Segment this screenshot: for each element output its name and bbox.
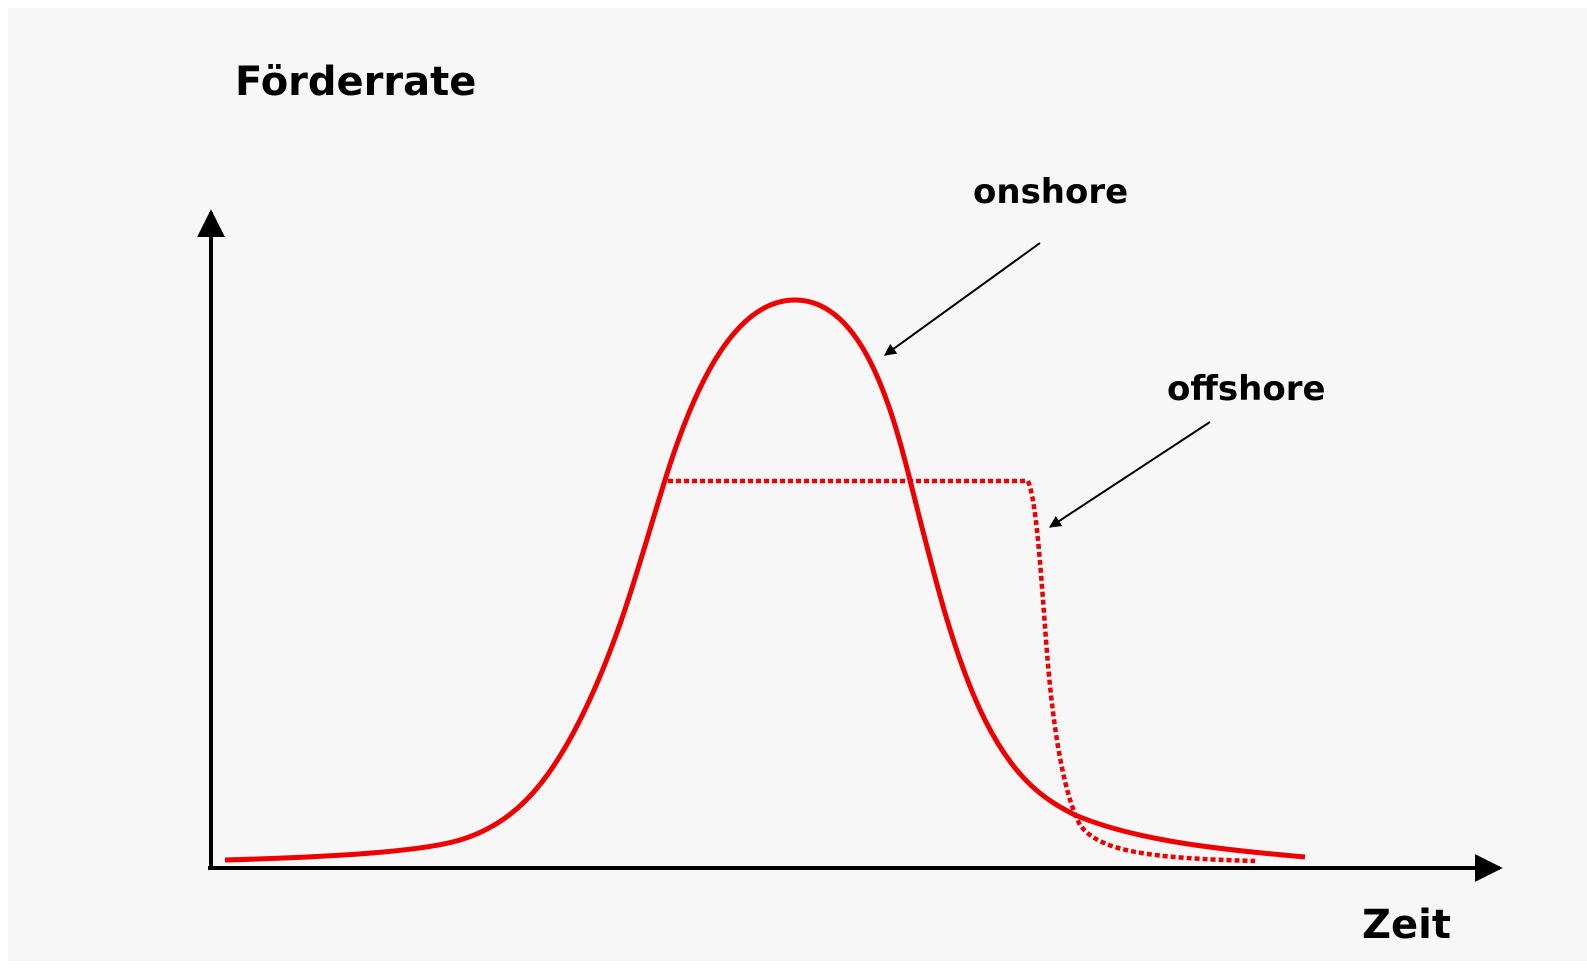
onshore-curve bbox=[224, 297, 1306, 863]
offshore-label: offshore bbox=[1167, 369, 1326, 409]
x-axis-title: Zeit bbox=[1362, 902, 1451, 948]
onshore-arrow bbox=[884, 242, 1041, 356]
offshore-arrow bbox=[1048, 421, 1211, 528]
offshore-curve bbox=[668, 478, 1256, 864]
background bbox=[8, 8, 1587, 961]
onshore-label: onshore bbox=[973, 172, 1128, 212]
y-axis-title: Förderrate bbox=[235, 59, 476, 105]
